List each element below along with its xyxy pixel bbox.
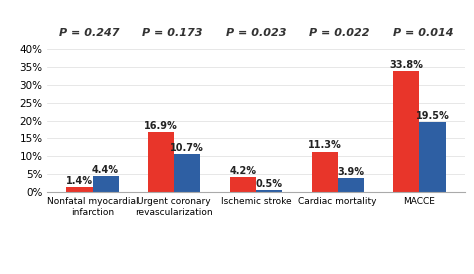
Text: 19.5%: 19.5%	[416, 111, 449, 121]
Text: 3.9%: 3.9%	[337, 167, 364, 177]
Text: P = 0.247: P = 0.247	[59, 28, 119, 38]
Text: 11.3%: 11.3%	[308, 141, 341, 150]
Text: 33.8%: 33.8%	[390, 60, 423, 70]
Bar	[337, 178, 364, 192]
Text: 16.9%: 16.9%	[144, 121, 178, 130]
Bar	[148, 132, 174, 192]
Text: P = 0.023: P = 0.023	[226, 28, 286, 38]
Bar	[174, 154, 201, 192]
Text: P = 0.014: P = 0.014	[392, 28, 453, 38]
Bar	[311, 152, 337, 192]
Bar	[256, 190, 282, 192]
Bar	[92, 176, 118, 192]
Text: 1.4%: 1.4%	[66, 176, 93, 186]
Text: 10.7%: 10.7%	[171, 143, 204, 153]
Text: P = 0.173: P = 0.173	[142, 28, 203, 38]
Bar	[393, 72, 419, 192]
Bar	[66, 187, 92, 192]
Text: 4.2%: 4.2%	[229, 166, 256, 176]
Text: P = 0.022: P = 0.022	[309, 28, 370, 38]
Bar	[419, 122, 446, 192]
Bar	[230, 177, 256, 192]
Text: 0.5%: 0.5%	[255, 179, 283, 189]
Legend: Female, Male: Female, Male	[195, 272, 317, 274]
Text: 4.4%: 4.4%	[92, 165, 119, 175]
